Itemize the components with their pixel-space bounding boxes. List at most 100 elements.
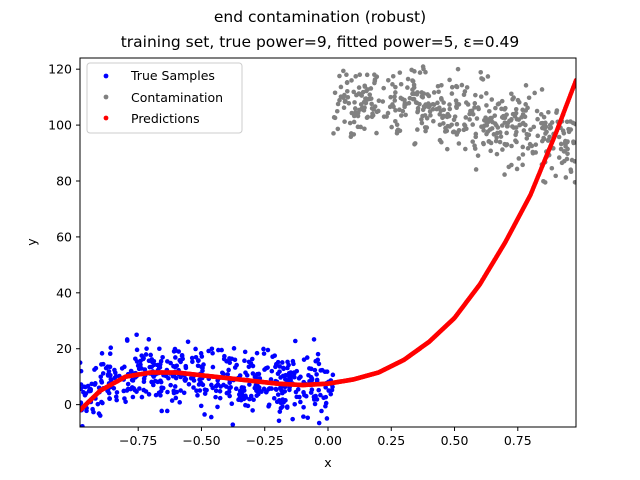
contamination-point (454, 132, 460, 137)
true-sample-point (311, 337, 317, 342)
contamination-point (411, 82, 417, 88)
contamination-point (490, 119, 495, 125)
true-sample-point (99, 378, 104, 384)
contamination-point (553, 173, 558, 179)
true-sample-point (229, 356, 235, 362)
true-sample-point (164, 408, 170, 414)
true-sample-point (134, 347, 140, 353)
contamination-point (351, 119, 357, 125)
true-sample-point (266, 402, 272, 408)
contamination-point (560, 128, 566, 134)
contamination-point (394, 122, 400, 127)
true-sample-point (220, 370, 225, 376)
contamination-point (554, 110, 559, 115)
true-sample-point (177, 400, 182, 405)
true-sample-point (142, 367, 148, 372)
true-sample-point (171, 364, 176, 369)
true-sample-point (239, 385, 245, 390)
contamination-point (371, 107, 376, 112)
contamination-point (405, 85, 410, 90)
true-sample-point (293, 338, 298, 344)
contamination-point (400, 108, 406, 114)
contamination-point (342, 119, 347, 124)
true-sample-point (241, 388, 247, 393)
true-sample-point (206, 348, 211, 354)
contamination-point (389, 124, 394, 130)
true-sample-point (114, 390, 120, 395)
contamination-point (392, 94, 397, 99)
y-tick-label: 120 (48, 62, 72, 77)
true-sample-point (322, 369, 328, 375)
true-sample-point (277, 409, 283, 414)
contamination-point (362, 83, 368, 89)
contamination-point (496, 101, 502, 106)
contamination-point (520, 152, 526, 157)
true-sample-point (124, 388, 130, 393)
contamination-point (463, 115, 469, 120)
true-sample-point (134, 389, 139, 394)
true-sample-point (152, 362, 157, 368)
contamination-point (398, 95, 404, 101)
contamination-point (440, 115, 445, 121)
legend-marker-predictions (103, 115, 109, 121)
contamination-point (535, 116, 540, 122)
true-sample-point (113, 370, 118, 376)
true-sample-point (155, 379, 160, 385)
x-tick-label: 0.75 (504, 433, 532, 448)
contamination-point (345, 88, 350, 94)
contamination-point (419, 90, 425, 95)
true-sample-point (210, 364, 216, 370)
contamination-point (427, 109, 433, 114)
y-tick-label: 60 (56, 229, 72, 244)
true-sample-point (157, 346, 162, 352)
contamination-point (393, 118, 398, 124)
true-sample-point (265, 347, 271, 353)
true-sample-point (143, 352, 149, 357)
true-sample-point (256, 391, 261, 397)
contamination-point (410, 78, 415, 83)
contamination-point (480, 77, 486, 82)
contamination-point (343, 98, 348, 104)
true-sample-point (285, 359, 290, 365)
true-sample-point (261, 346, 266, 352)
true-sample-point (213, 388, 219, 394)
contamination-point (356, 85, 362, 90)
true-sample-point (236, 392, 242, 397)
contamination-point (353, 74, 359, 79)
true-sample-point (228, 384, 233, 390)
true-sample-point (246, 364, 252, 370)
contamination-point (437, 112, 443, 117)
contamination-point (341, 105, 347, 110)
contamination-point (341, 95, 346, 101)
x-tick-label: −0.50 (182, 433, 220, 448)
contamination-point (357, 72, 363, 77)
true-sample-point (280, 397, 286, 402)
y-tick-label: 40 (56, 285, 72, 300)
legend-label-predictions: Predictions (131, 111, 200, 126)
contamination-point (527, 141, 533, 147)
contamination-point (405, 76, 411, 82)
true-sample-point (112, 375, 118, 381)
contamination-point (520, 162, 525, 168)
contamination-point (445, 111, 451, 117)
true-sample-point (250, 371, 256, 376)
contamination-point (503, 105, 508, 111)
contamination-point (533, 142, 539, 147)
contamination-point (472, 105, 477, 110)
true-sample-point (259, 389, 264, 394)
true-sample-point (143, 389, 149, 394)
true-sample-point (153, 392, 159, 398)
contamination-point (541, 136, 547, 142)
contamination-point (565, 139, 570, 144)
contamination-point (549, 165, 555, 171)
true-sample-point (311, 397, 317, 402)
true-sample-point (312, 367, 318, 373)
y-tick-label: 20 (56, 341, 72, 356)
contamination-point (384, 114, 389, 119)
contamination-point (534, 108, 540, 114)
contamination-point (492, 113, 498, 118)
legend-label-contamination: Contamination (131, 90, 223, 105)
true-sample-point (221, 356, 227, 362)
true-sample-point (80, 360, 83, 365)
true-sample-point (296, 376, 302, 381)
